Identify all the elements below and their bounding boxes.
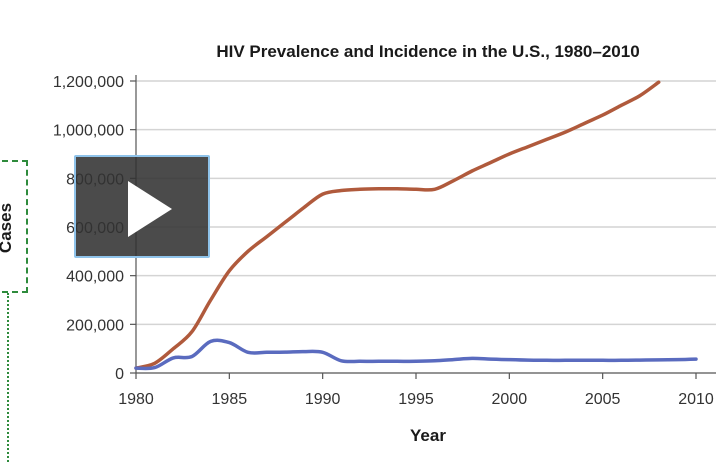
x-tick-label: 1995 [398,391,434,408]
x-tick-label: 1980 [118,391,154,408]
series-line-prevalence [134,80,661,370]
play-icon [128,181,172,237]
grid-layer [136,80,716,326]
y-tick-label: 0 [115,366,124,383]
x-tick-label: 1990 [305,391,341,408]
y-tick-label: 1,000,000 [53,123,124,140]
connector-line [7,293,9,462]
y-axis-label-highlight [0,160,28,293]
x-tick-label: 2000 [492,391,528,408]
y-tick-label: 400,000 [66,269,124,286]
x-tick-label: 2010 [678,391,714,408]
y-tick-label: 1,200,000 [53,74,124,91]
y-tick-label: 200,000 [66,317,124,334]
series-line-incidence [134,338,698,371]
y-axis-title: Cases [0,202,15,254]
x-axis-title: Year [410,426,446,445]
x-tick-labels: 1980 1985 1990 1995 2000 2005 2010 [118,391,714,408]
x-tick-label: 2005 [585,391,621,408]
chart-title: HIV Prevalence and Incidence in the U.S.… [216,42,639,61]
video-play-button[interactable] [74,155,210,258]
x-tick-label: 1985 [212,391,248,408]
series-layer [134,80,698,371]
